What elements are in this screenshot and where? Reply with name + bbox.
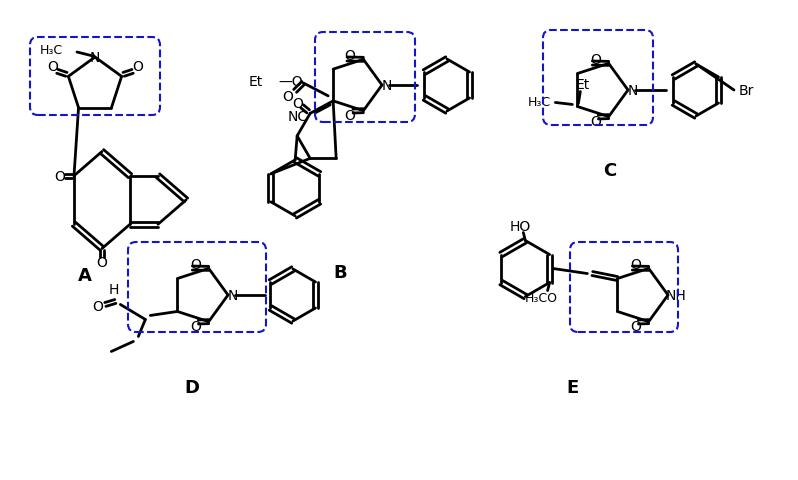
- Text: Br: Br: [738, 84, 753, 98]
- Text: C: C: [603, 162, 617, 180]
- Text: O: O: [345, 49, 355, 63]
- Text: O: O: [54, 169, 65, 183]
- Text: O: O: [190, 257, 201, 272]
- Text: HO: HO: [510, 219, 531, 233]
- Text: A: A: [78, 266, 92, 285]
- Text: O: O: [47, 60, 57, 74]
- Text: Et: Et: [248, 75, 263, 89]
- Text: N: N: [90, 51, 101, 65]
- Text: O: O: [92, 300, 103, 314]
- Text: H₃CO: H₃CO: [525, 291, 558, 304]
- Text: H₃C: H₃C: [40, 43, 63, 56]
- Text: O: O: [630, 319, 641, 333]
- Text: N: N: [628, 84, 638, 98]
- Text: N: N: [227, 288, 238, 302]
- Text: H: H: [109, 283, 119, 297]
- Text: H₃C: H₃C: [527, 96, 551, 109]
- Text: B: B: [334, 264, 347, 281]
- Text: O: O: [282, 90, 294, 104]
- Text: O: O: [132, 60, 143, 74]
- Text: O: O: [590, 53, 601, 67]
- Text: O: O: [590, 115, 601, 129]
- Text: N: N: [381, 79, 392, 93]
- Text: NH: NH: [666, 288, 686, 302]
- Text: Et: Et: [575, 78, 590, 92]
- Text: O: O: [630, 257, 641, 272]
- Text: —O: —O: [279, 75, 302, 89]
- Text: O: O: [345, 109, 355, 123]
- Text: E: E: [566, 378, 578, 396]
- Text: D: D: [184, 378, 200, 396]
- Text: O: O: [97, 256, 108, 270]
- Text: O: O: [293, 97, 303, 111]
- Text: NC: NC: [288, 109, 308, 124]
- Text: O: O: [190, 319, 201, 333]
